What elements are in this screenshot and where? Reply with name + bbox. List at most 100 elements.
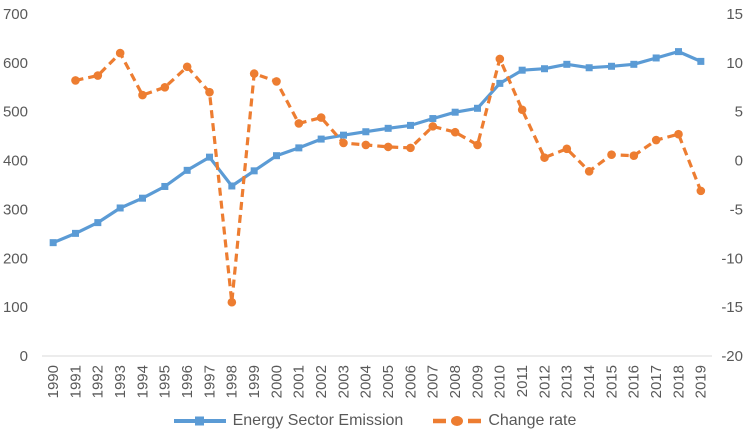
x-axis-year-label: 1995 bbox=[157, 365, 174, 398]
change-rate-marker bbox=[294, 119, 304, 128]
right-axis-tick-label: 0 bbox=[735, 153, 743, 170]
x-axis-year-label: 1999 bbox=[246, 365, 263, 398]
emission-marker bbox=[362, 128, 370, 136]
change-rate-marker bbox=[93, 71, 103, 80]
chart-legend: Energy Sector Emission Change rate bbox=[0, 406, 750, 436]
change-rate-line bbox=[75, 51, 703, 304]
emission-marker bbox=[250, 167, 258, 175]
change-rate-marker bbox=[674, 129, 683, 139]
x-axis-year-label: 2001 bbox=[291, 365, 308, 398]
legend-item-energy-sector-emission: Energy Sector Emission bbox=[173, 412, 404, 430]
change-rate-marker bbox=[406, 143, 415, 153]
change-rate-marker bbox=[361, 140, 371, 150]
x-axis-year-label: 2016 bbox=[626, 365, 643, 398]
change-rate-marker bbox=[607, 150, 616, 160]
left-axis-tick-label: 300 bbox=[3, 201, 28, 218]
emission-marker bbox=[429, 115, 437, 123]
x-axis-year-label: 2000 bbox=[268, 365, 285, 398]
x-axis-year-label: 1992 bbox=[90, 365, 107, 398]
legend-label-emission: Energy Sector Emission bbox=[232, 412, 404, 429]
change-rate-marker bbox=[272, 77, 281, 86]
x-axis-year-label: 1994 bbox=[134, 365, 151, 398]
left-axis-tick-label: 100 bbox=[3, 299, 28, 316]
legend-item-change-rate: Change rate bbox=[433, 412, 576, 430]
change-rate-marker bbox=[629, 151, 639, 160]
emission-marker bbox=[697, 57, 705, 65]
emission-marker bbox=[541, 65, 548, 73]
x-axis-year-label: 1997 bbox=[201, 365, 218, 398]
change-rate-marker bbox=[517, 105, 527, 115]
emission-marker bbox=[630, 60, 638, 68]
change-rate-marker bbox=[495, 54, 505, 64]
emission-marker bbox=[273, 152, 280, 160]
emission-marker bbox=[49, 239, 57, 247]
x-axis-year-label: 2015 bbox=[603, 365, 620, 398]
change-rate-marker bbox=[227, 297, 237, 307]
x-axis-year-label: 2003 bbox=[335, 365, 352, 398]
change-rate-marker bbox=[249, 69, 259, 78]
emission-marker bbox=[652, 54, 660, 62]
emission-line-swatch-icon bbox=[173, 416, 226, 426]
x-axis-year-label: 2006 bbox=[402, 365, 419, 398]
left-axis-tick-label: 500 bbox=[3, 104, 28, 121]
x-axis-year-label: 2018 bbox=[670, 365, 687, 398]
left-axis-tick-label: 600 bbox=[3, 55, 28, 72]
change-rate-marker bbox=[182, 62, 192, 72]
change-rate-marker bbox=[205, 87, 214, 97]
x-axis-year-label: 2019 bbox=[693, 365, 710, 398]
emission-marker bbox=[675, 48, 682, 56]
x-axis-year-label: 2009 bbox=[469, 365, 486, 398]
change-rate-marker bbox=[562, 144, 572, 154]
x-axis-year-label: 2004 bbox=[358, 365, 375, 398]
change-rate-marker bbox=[450, 127, 460, 137]
change-rate-marker bbox=[339, 138, 348, 148]
x-axis-year-label: 1998 bbox=[224, 365, 241, 398]
left-axis-tick-label: 200 bbox=[3, 250, 28, 267]
x-axis-year-label: 2011 bbox=[514, 365, 531, 397]
emission-marker bbox=[139, 194, 146, 202]
emission-marker bbox=[295, 144, 303, 152]
emission-marker bbox=[183, 166, 191, 174]
x-axis-year-label: 2013 bbox=[559, 365, 576, 398]
change-rate-marker bbox=[383, 142, 393, 152]
change-rate-marker bbox=[138, 90, 147, 100]
change-rate-marker bbox=[428, 122, 438, 131]
x-axis-year-label: 1991 bbox=[67, 365, 84, 398]
legend-label-change-rate: Change rate bbox=[488, 412, 577, 429]
change-rate-marker bbox=[160, 82, 170, 92]
right-axis-tick-label: -10 bbox=[721, 250, 743, 267]
x-axis-year-label: 2017 bbox=[648, 365, 665, 398]
emission-marker bbox=[496, 79, 504, 87]
left-axis-tick-label: 400 bbox=[3, 153, 28, 170]
emission-marker bbox=[94, 219, 102, 227]
left-axis-tick-label: 700 bbox=[3, 6, 28, 23]
x-axis-year-label: 2002 bbox=[313, 365, 330, 398]
change-rate-marker bbox=[651, 135, 661, 145]
x-axis-year-label: 1990 bbox=[45, 365, 62, 398]
emission-marker bbox=[317, 135, 325, 143]
energy-sector-emission-line bbox=[52, 49, 702, 245]
change-rate-marker bbox=[696, 186, 706, 196]
right-axis-tick-label: -5 bbox=[730, 201, 743, 218]
emission-marker bbox=[384, 124, 392, 132]
x-axis-year-label: 2010 bbox=[492, 365, 509, 398]
right-axis-tick-label: 15 bbox=[726, 6, 743, 23]
emission-marker bbox=[228, 182, 236, 190]
x-axis-year-label: 2007 bbox=[425, 365, 442, 398]
emission-marker bbox=[116, 204, 124, 212]
change-rate-marker bbox=[584, 167, 594, 176]
x-axis-year-label: 2005 bbox=[380, 365, 397, 398]
change-rate-marker bbox=[540, 153, 549, 162]
change-rate-line-swatch-icon bbox=[433, 416, 482, 426]
right-axis-tick-label: 5 bbox=[735, 104, 743, 121]
emission-marker bbox=[72, 229, 79, 237]
x-axis-year-label: 2008 bbox=[447, 365, 464, 398]
emission-marker bbox=[407, 121, 414, 129]
x-axis-year-label: 1993 bbox=[112, 365, 129, 398]
x-axis-year-label: 1996 bbox=[179, 365, 196, 398]
x-axis-year-label: 2012 bbox=[536, 365, 553, 398]
emission-marker bbox=[585, 64, 593, 72]
change-rate-marker bbox=[316, 113, 326, 122]
right-axis-tick-label: 10 bbox=[726, 55, 743, 72]
